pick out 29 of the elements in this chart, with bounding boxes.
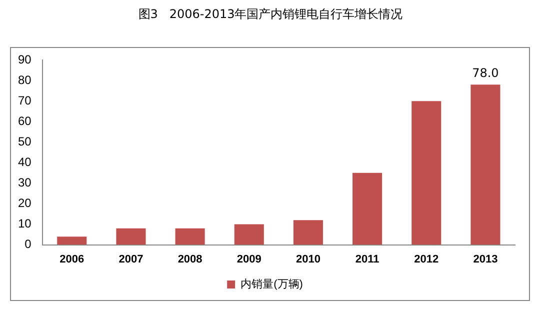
y-tick-label: 10 xyxy=(18,216,32,231)
x-tick-label: 2013 xyxy=(473,253,498,266)
x-tick-label: 2011 xyxy=(355,253,380,266)
legend-label: 内销量(万辆) xyxy=(240,278,303,291)
bar xyxy=(175,228,205,245)
bar xyxy=(57,236,87,245)
y-tick-label: 60 xyxy=(18,114,32,128)
y-tick-label: 50 xyxy=(18,134,32,148)
x-tick-label: 2012 xyxy=(414,253,439,266)
bar xyxy=(116,228,146,245)
x-tick-label: 2010 xyxy=(296,253,320,266)
y-tick-label: 70 xyxy=(18,93,32,108)
x-tick-label: 2007 xyxy=(118,253,144,266)
bar xyxy=(412,101,442,245)
x-tick-label: 2009 xyxy=(236,253,262,266)
bar xyxy=(234,224,264,245)
chart-title: 图3 2006-2013年国产内销锂电自行车增长情况 xyxy=(137,6,404,23)
y-tick-label: 90 xyxy=(18,52,32,66)
y-tick-label: 20 xyxy=(18,196,32,210)
x-tick-label: 2008 xyxy=(178,253,202,266)
data-label: 78.0 xyxy=(472,66,499,80)
y-tick-label: 30 xyxy=(18,176,32,190)
y-tick-label: 40 xyxy=(18,154,32,169)
x-tick-label: 2006 xyxy=(60,253,84,266)
bar xyxy=(293,220,323,245)
y-tick-label: 0 xyxy=(24,237,32,252)
y-tick-label: 80 xyxy=(18,72,32,87)
bar xyxy=(352,172,382,245)
bar xyxy=(470,84,500,245)
